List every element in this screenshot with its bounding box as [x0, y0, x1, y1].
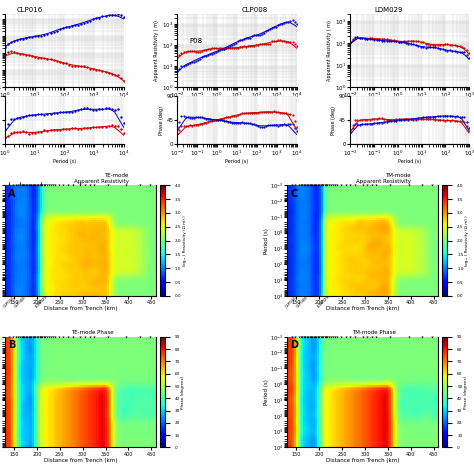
Text: TM-mode
Apparent Resistivity: TM-mode Apparent Resistivity	[356, 173, 411, 184]
Text: CLP008: CLP008	[296, 296, 309, 309]
Y-axis label: Period (s): Period (s)	[264, 228, 269, 254]
Text: C: C	[290, 188, 297, 198]
X-axis label: Distance from Trench (km): Distance from Trench (km)	[326, 458, 400, 463]
X-axis label: Period (s): Period (s)	[226, 159, 248, 164]
Text: CLP016: CLP016	[3, 296, 16, 309]
Y-axis label: Phase (deg): Phase (deg)	[158, 106, 164, 135]
Text: TE-mode
Apparent Resistivity: TE-mode Apparent Resistivity	[74, 173, 129, 184]
Text: A: A	[8, 188, 15, 198]
Y-axis label: Apparent Resistivity ( m): Apparent Resistivity ( m)	[154, 20, 159, 81]
Y-axis label: log₁₀ ( Resistivity (Ω m) ): log₁₀ ( Resistivity (Ω m) )	[182, 215, 187, 266]
X-axis label: Distance from Trench (km): Distance from Trench (km)	[326, 307, 400, 311]
Text: LDM029: LDM029	[34, 295, 48, 309]
Y-axis label: Phase (degrees): Phase (degrees)	[182, 376, 185, 409]
Text: CLP016: CLP016	[285, 296, 298, 309]
X-axis label: Distance from Trench (km): Distance from Trench (km)	[44, 307, 117, 311]
Y-axis label: Apparent Resistivity ( m): Apparent Resistivity ( m)	[327, 20, 332, 81]
Text: D: D	[290, 340, 298, 350]
X-axis label: Period (s): Period (s)	[398, 159, 421, 164]
Y-axis label: Period (s): Period (s)	[264, 379, 269, 405]
X-axis label: Period (s): Period (s)	[53, 159, 76, 164]
Title: CLP008: CLP008	[242, 7, 268, 12]
Text: LDM029: LDM029	[374, 7, 402, 12]
Text: B: B	[8, 340, 15, 350]
Y-axis label: Phase (degrees): Phase (degrees)	[464, 376, 468, 409]
Y-axis label: log₁₀ ( Resistivity (Ω m) ): log₁₀ ( Resistivity (Ω m) )	[465, 215, 469, 266]
Text: TE-mode Phase: TE-mode Phase	[71, 330, 114, 335]
Text: CLP016: CLP016	[17, 7, 43, 12]
Text: LDM029: LDM029	[317, 295, 331, 309]
Text: CLP008: CLP008	[13, 296, 27, 309]
Text: P08: P08	[189, 39, 202, 44]
X-axis label: Distance from Trench (km): Distance from Trench (km)	[44, 458, 117, 463]
Y-axis label: Phase (deg): Phase (deg)	[331, 106, 336, 135]
Text: TM-mode Phase: TM-mode Phase	[352, 330, 396, 335]
